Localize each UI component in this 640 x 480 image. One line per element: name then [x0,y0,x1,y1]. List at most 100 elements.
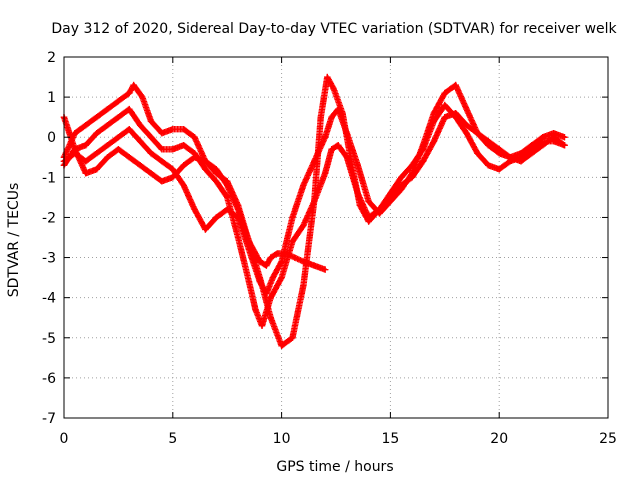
data-point [115,113,122,121]
data-point [267,294,274,301]
data-point [321,170,329,177]
data-point [441,113,448,121]
data-point [517,154,525,161]
data-point [158,130,166,137]
data-point [126,105,133,113]
data-point [539,138,546,145]
x-axis-label: GPS time / hours [276,459,393,475]
data-point [398,186,405,193]
data-point [158,178,166,185]
chart-title: Day 312 of 2020, Sidereal Day-to-day VTE… [51,21,617,37]
data-point [330,85,338,93]
data-point [343,154,351,161]
data-point [82,142,89,149]
data-point [274,250,281,257]
y-axis-label: SDTVAR / TECUs [6,183,22,298]
y-tick-label: 2 [47,50,56,66]
data-point [93,166,100,173]
x-tick-label: 0 [60,431,69,447]
data-point [321,266,329,273]
data-marks [60,73,568,349]
data-point [311,262,318,269]
data-point [311,198,318,205]
data-point [258,322,266,329]
data-point [126,89,133,97]
data-point [180,182,187,189]
data-point [104,142,111,149]
data-point [339,109,346,117]
data-point [136,121,144,129]
data-point [496,150,503,157]
plot-frame [63,56,609,419]
series-track-4 [60,73,568,349]
data-point [267,314,274,321]
data-point [419,146,427,153]
data-point [376,206,383,213]
y-tick-label: -6 [42,371,56,387]
x-tick-label: 20 [490,431,508,447]
data-point [180,126,187,133]
data-point [130,81,137,89]
data-point [202,226,209,233]
data-point [82,121,89,129]
data-point [291,254,298,261]
data-point [419,158,427,165]
y-tick-label: -1 [42,170,56,186]
data-point [245,278,253,285]
x-tick-label: 5 [168,431,177,447]
data-point [365,198,372,205]
data-point [224,206,231,213]
data-point [234,234,242,241]
data-point [289,214,296,221]
data-point [300,282,307,289]
data-point [324,73,331,81]
data-point [136,138,144,145]
data-point [202,158,209,165]
data-point [115,146,122,153]
data-point [317,113,324,121]
data-point [463,105,470,113]
data-point [452,113,459,121]
data-point [452,81,459,89]
data-point [430,117,438,125]
data-point [82,158,89,165]
data-point [300,182,307,189]
data-point [463,130,470,137]
data-point [387,190,394,197]
data-point [169,166,176,173]
data-point [550,138,557,145]
y-tick-label: -2 [42,210,56,226]
data-point [82,170,89,177]
data-point [430,138,438,145]
data-point [169,146,176,153]
x-tick-label: 15 [381,431,399,447]
data-point [93,130,100,137]
data-point [71,130,79,137]
data-point [136,162,144,169]
y-tick-label: 0 [47,130,56,146]
data-point [356,202,364,209]
data-point [321,134,329,141]
data-point [561,134,568,141]
data-point [289,238,296,245]
data-point [191,134,198,141]
data-point [441,101,448,109]
y-tick-label: -4 [42,291,56,307]
data-point [300,222,307,229]
data-point [169,126,176,133]
data-point [191,206,198,213]
data-point [278,258,285,265]
data-point [115,134,122,141]
data-point [334,142,342,149]
data-point [213,166,220,173]
data-point [263,262,270,269]
data-point [224,194,231,201]
data-point [104,105,111,113]
data-point [278,342,285,349]
data-point [252,306,259,313]
data-point [328,146,335,153]
data-point [561,142,568,149]
data-point [485,162,492,169]
data-point [441,89,448,97]
